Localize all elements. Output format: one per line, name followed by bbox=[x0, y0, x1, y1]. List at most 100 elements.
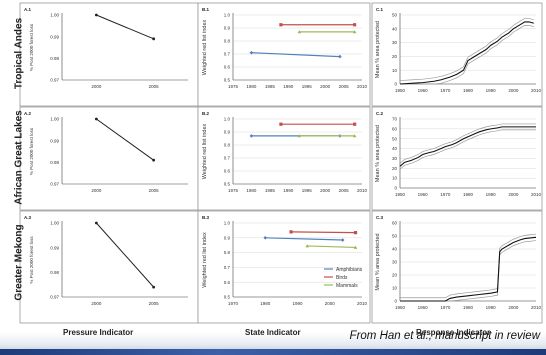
x-tick-label: 1995 bbox=[302, 84, 313, 89]
y-tick-label: 60 bbox=[392, 126, 398, 131]
data-point bbox=[279, 23, 283, 27]
x-tick-label: 1985 bbox=[265, 84, 276, 89]
x-tick-label: 1975 bbox=[228, 188, 239, 193]
panel-a1: A.1 1.00 0.99 0.98 0.97 2000 2005 % Post 2000 f… bbox=[19, 2, 199, 107]
y-tick-label: 0.6 bbox=[224, 280, 231, 285]
x-tick-label: 2010 bbox=[357, 188, 368, 193]
y-tick-label: 10 bbox=[392, 286, 398, 291]
y-tick-label: 40 bbox=[392, 247, 398, 252]
x-tick-label: 2000 bbox=[91, 84, 102, 89]
series-line-amphibians bbox=[265, 237, 343, 241]
y-tick-label: 0.9 bbox=[224, 130, 231, 135]
data-point bbox=[152, 158, 156, 162]
y-tick-label: 1.00 bbox=[50, 117, 59, 122]
data-point bbox=[249, 134, 254, 138]
data-point bbox=[249, 50, 254, 55]
panel-id-label: B.1 bbox=[202, 7, 210, 12]
panel-id-label: A.1 bbox=[24, 7, 32, 12]
panel-frame bbox=[19, 106, 199, 211]
x-tick-label: 1960 bbox=[418, 192, 429, 197]
pressure-series-line bbox=[95, 222, 155, 288]
y-tick-label: 1.0 bbox=[224, 221, 231, 226]
y-tick-label: 0.99 bbox=[50, 138, 59, 143]
x-tick-label: 2010 bbox=[531, 88, 542, 93]
panel-id-label: C.2 bbox=[376, 111, 384, 116]
legend-entry-mammals: Mammals bbox=[336, 283, 358, 289]
x-tick-label: 1975 bbox=[228, 84, 239, 89]
data-point bbox=[94, 13, 98, 17]
x-tick-label: 1970 bbox=[440, 192, 451, 197]
y-tick-label: 50 bbox=[392, 13, 398, 18]
x-tick-label: 1980 bbox=[260, 301, 271, 306]
credit-text: From Han et al., manuscript in review bbox=[349, 330, 540, 342]
y-tick-label: 1.00 bbox=[50, 221, 59, 226]
y-tick-label: 0.8 bbox=[224, 39, 231, 44]
y-tick-label: 20 bbox=[392, 166, 398, 171]
panel-frame bbox=[19, 210, 199, 324]
y-tick-label: 20 bbox=[392, 54, 398, 59]
panel-id-label: B.3 bbox=[202, 215, 210, 220]
y-tick-label: 0.98 bbox=[50, 56, 59, 61]
x-tick-label: 2000 bbox=[91, 188, 102, 193]
y-axis-label: Mean % area protected bbox=[375, 21, 381, 78]
x-tick-label: 2010 bbox=[357, 301, 368, 306]
panel-id-label: C.3 bbox=[376, 215, 384, 220]
x-tick-label: 1990 bbox=[486, 305, 497, 310]
lower-bound-line bbox=[400, 240, 537, 302]
data-point bbox=[94, 221, 98, 225]
y-tick-label: 10 bbox=[392, 176, 398, 181]
data-point bbox=[352, 30, 357, 34]
x-tick-label: 2005 bbox=[149, 84, 160, 89]
pressure-series-line bbox=[96, 118, 154, 161]
series-line-mammals bbox=[307, 245, 356, 249]
y-axis-label: Mean % area protected bbox=[375, 125, 381, 182]
panel-frame bbox=[371, 2, 543, 107]
y-tick-label: 50 bbox=[392, 136, 398, 141]
panel-id-label: A.2 bbox=[24, 111, 32, 116]
x-tick-label: 2005 bbox=[149, 301, 160, 306]
panel-frame bbox=[197, 210, 371, 324]
x-tick-label: 2005 bbox=[149, 188, 160, 193]
x-tick-label: 1990 bbox=[486, 88, 497, 93]
panel-a3: A.3 1.00 0.99 0.98 0.97 2000 2005 % Post 2000 f… bbox=[19, 210, 199, 324]
x-tick-label: 2000 bbox=[325, 301, 336, 306]
y-tick-label: 0 bbox=[394, 82, 397, 87]
x-tick-label: 2000 bbox=[91, 301, 102, 306]
lower-bound-line bbox=[399, 129, 536, 170]
y-tick-label: 1.00 bbox=[50, 13, 59, 18]
y-tick-label: 20 bbox=[392, 273, 398, 278]
data-point bbox=[297, 134, 302, 138]
y-tick-label: 0.5 bbox=[224, 182, 231, 187]
data-point bbox=[353, 122, 357, 126]
y-tick-label: 0.7 bbox=[224, 52, 231, 57]
y-axis-label: % Post 2000 forest loss bbox=[29, 236, 34, 284]
data-point bbox=[340, 238, 345, 242]
y-tick-label: 1.0 bbox=[224, 13, 231, 18]
panel-frame bbox=[371, 210, 543, 324]
y-tick-label: 70 bbox=[392, 117, 398, 122]
x-tick-label: 2000 bbox=[320, 188, 331, 193]
panel-id-label: C.1 bbox=[376, 7, 384, 12]
y-axis-label: Mean % area protected bbox=[375, 233, 381, 290]
lower-bound-line bbox=[400, 25, 534, 85]
data-point bbox=[297, 30, 302, 34]
x-tick-label: 1960 bbox=[418, 305, 429, 310]
data-point bbox=[353, 231, 358, 235]
y-axis-label: % Post 2000 forest loss bbox=[29, 127, 34, 175]
y-axis-label: Weighted red list index bbox=[202, 19, 208, 75]
x-tick-label: 2005 bbox=[339, 84, 350, 89]
x-tick-label: 1990 bbox=[486, 192, 497, 197]
x-tick-label: 2005 bbox=[339, 188, 350, 193]
x-tick-label: 2010 bbox=[531, 305, 542, 310]
y-tick-label: 0.7 bbox=[224, 265, 231, 270]
y-tick-label: 0.97 bbox=[50, 295, 59, 300]
data-point bbox=[152, 37, 156, 41]
data-point bbox=[94, 117, 98, 121]
y-tick-label: 0 bbox=[394, 186, 397, 191]
data-point bbox=[263, 236, 268, 240]
x-tick-label: 2000 bbox=[508, 88, 519, 93]
